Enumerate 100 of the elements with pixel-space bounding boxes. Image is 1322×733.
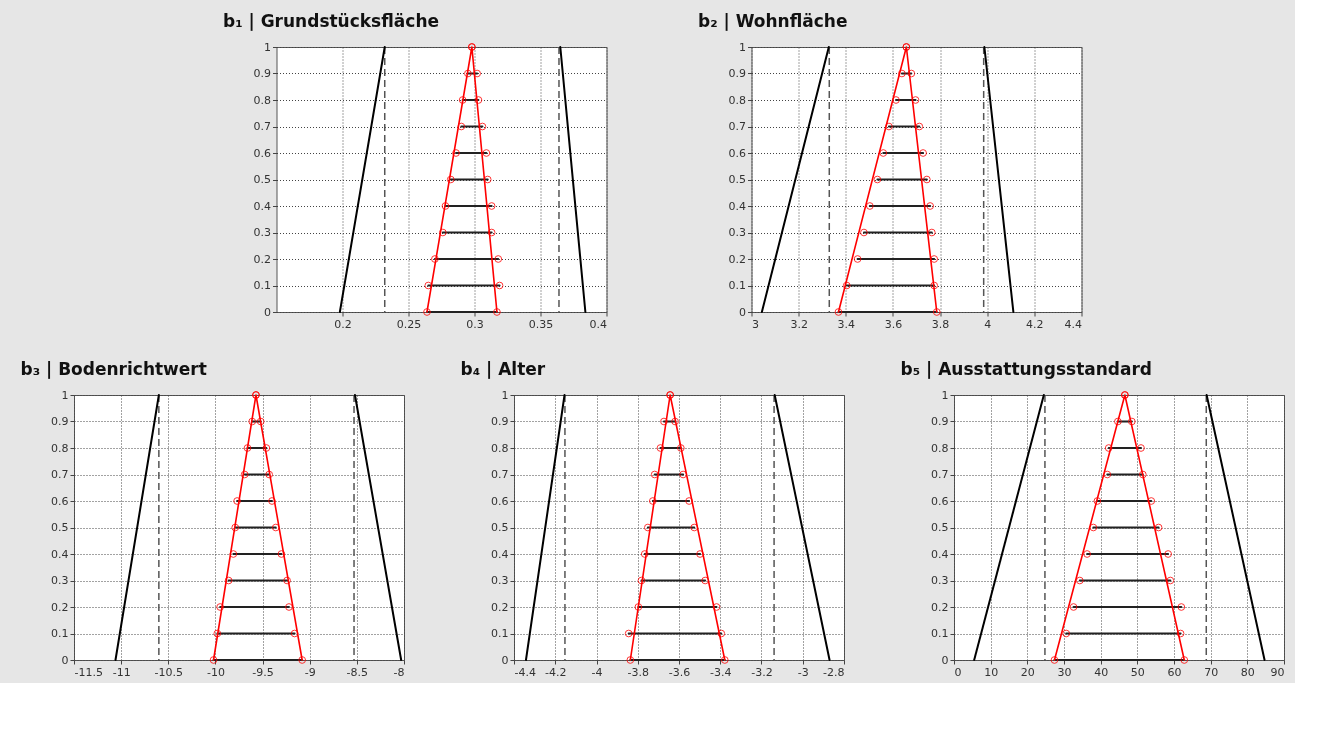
x-tick-label: 60 [1167,665,1182,679]
point [842,281,851,290]
point [1062,629,1071,638]
point [487,202,496,210]
point [1103,470,1112,479]
point [285,603,293,611]
y-tick-label: 0.4 [51,547,69,561]
point [860,228,868,237]
point [438,228,447,237]
y-tick-label: 1 [941,388,949,402]
x-tick-label: 3 [752,317,759,331]
point [853,255,862,263]
point [911,96,920,104]
x-tick-label: -10.5 [154,665,184,679]
x-tick-label: -3.2 [751,665,773,679]
point [271,523,280,532]
chart-title: b₄ | Alter [460,359,546,379]
point [494,255,503,263]
point [231,523,240,532]
y-tick-label: 0.5 [51,521,69,534]
point [1166,576,1175,585]
y-tick-label: 0.6 [253,146,271,160]
x-tick-label: -11 [112,665,131,679]
x-tick-label: -3.6 [668,665,691,679]
point [1127,417,1136,426]
point [1093,497,1102,505]
x-tick-label: 0.3 [466,317,484,331]
y-tick-label: 0.9 [728,67,746,80]
x-tick-label: -4.4 [514,665,536,679]
y-tick-label: 0.6 [51,494,69,508]
point [1138,470,1147,479]
point [268,497,276,505]
point [482,149,491,157]
y-tick-label: 0.2 [253,252,271,266]
point [474,96,483,104]
x-tick-label: 3.4 [837,317,856,331]
y-tick-label: 0.2 [931,600,949,614]
y-tick-label: 0.7 [931,468,949,481]
y-tick-label: 0.6 [931,494,949,508]
point [930,255,939,263]
x-tick-label: 10 [984,665,999,679]
y-tick-label: 0.8 [931,441,949,455]
point [209,656,218,664]
y-tick-label: 1 [501,388,509,402]
point [1114,417,1122,426]
y-tick-label: 1 [264,40,271,54]
y-tick-label: 0 [264,305,271,319]
x-tick-label: 4.4 [1064,317,1082,331]
x-tick-label: -8.5 [346,665,369,679]
point [233,497,241,505]
point [915,122,924,131]
point [493,308,501,316]
y-tick-label: 0.5 [728,173,746,186]
x-tick-label: 3.2 [790,317,808,331]
y-tick-label: 0.9 [253,67,271,80]
y-tick-label: 0.7 [253,120,271,133]
point [298,656,307,664]
y-tick-label: 0.4 [253,199,271,213]
y-tick-label: 0.6 [728,146,746,160]
point [290,629,299,638]
y-tick-label: 0.3 [728,226,746,239]
x-tick-label: -4.2 [545,665,567,679]
x-tick-label: -10 [206,665,225,679]
point [927,228,936,237]
point [879,149,888,157]
y-tick-label: 0.2 [51,600,69,614]
y-tick-label: 0.9 [51,415,69,428]
point [431,255,439,263]
chart-title: b₂ | Wohnfläche [698,11,848,31]
x-tick-label: 0.2 [334,317,352,331]
point [483,175,492,184]
y-tick-label: 0.3 [253,226,271,239]
y-tick-label: 1 [739,40,746,54]
x-tick-label: 3.8 [931,317,950,331]
y-tick-label: 0.1 [931,627,949,640]
x-tick-label: 4.2 [1026,317,1044,331]
point [932,308,941,316]
point [1069,603,1078,611]
point [930,281,939,290]
point [1180,656,1189,664]
point [283,576,291,585]
x-tick-label: -9.5 [252,665,274,679]
y-tick-label: 0.1 [491,627,509,640]
y-tick-label: 0.9 [931,415,949,428]
point [213,629,222,638]
point [923,175,931,184]
y-tick-label: 0.1 [51,627,69,640]
chart-title: b₁ | Grundstücksfläche [223,11,440,31]
point [885,122,893,131]
x-tick-label: -4 [591,665,603,679]
point [865,202,874,210]
x-tick-label: 0 [954,665,962,679]
y-tick-label: 0.3 [931,574,949,587]
point [898,69,906,78]
point [487,228,496,237]
point [457,122,466,131]
point [216,603,224,611]
point [441,202,450,210]
x-tick-label: 20 [1020,665,1035,679]
y-tick-label: 0.7 [51,468,69,481]
